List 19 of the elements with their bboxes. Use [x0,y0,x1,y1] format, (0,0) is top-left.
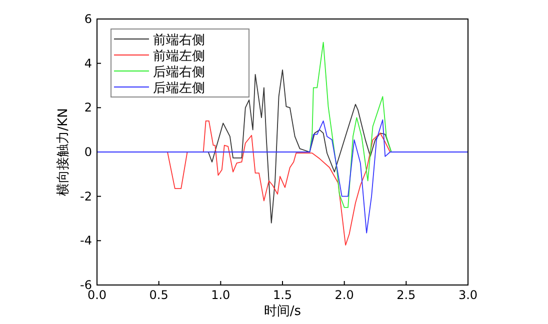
legend-label: 后端右侧 [153,65,205,80]
x-tick-label: 2.0 [334,288,354,302]
x-tick-label: 1.5 [272,288,292,302]
legend-label: 前端左侧 [153,49,205,64]
x-tick-label: 1.0 [211,288,230,302]
y-axis-title: 横向接触力/KN [56,108,71,196]
x-tick-label: 2.5 [396,288,416,302]
legend-label: 后端左侧 [153,81,205,96]
y-tick-label: -4 [80,234,92,248]
x-tick-label: 0.5 [149,288,168,302]
x-tick-label: 3.0 [458,288,478,302]
x-tick-label: 0.0 [87,288,107,302]
y-tick-label: 0 [84,145,92,159]
y-tick-label: 2 [84,100,92,115]
y-tick-label: 6 [84,12,92,26]
y-tick-label: -2 [80,189,92,204]
y-tick-label: 4 [84,56,92,70]
legend-label: 前端右侧 [153,33,205,48]
x-axis-title: 时间/s [264,304,302,319]
